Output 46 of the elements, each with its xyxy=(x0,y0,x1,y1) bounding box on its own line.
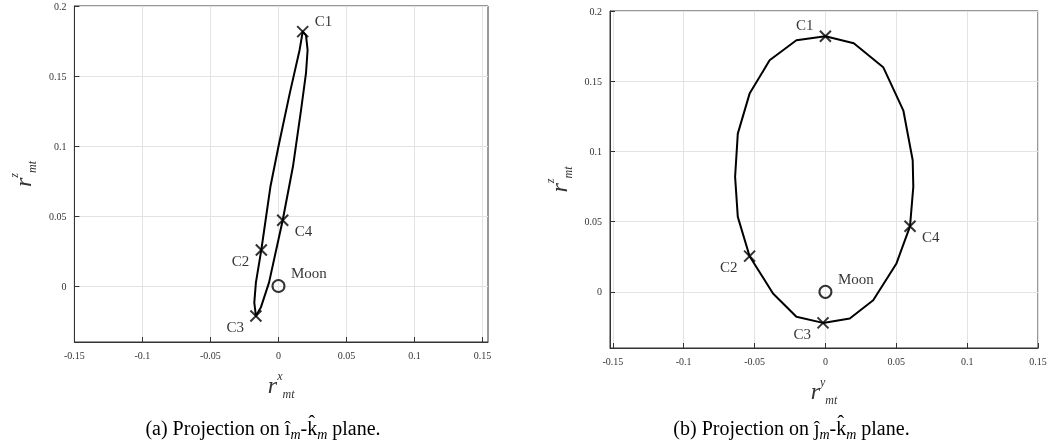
y-tick-label: 0.2 xyxy=(589,5,602,17)
x-tick-label: -0.15 xyxy=(63,349,85,361)
x-tick-label: 0.15 xyxy=(473,349,492,361)
x-tick-label: -0.15 xyxy=(602,355,624,367)
y-tick-label: 0.15 xyxy=(584,75,602,87)
data-label: C1 xyxy=(314,12,333,29)
y-axis-title: rzmt xyxy=(7,160,39,188)
point xyxy=(276,213,290,227)
y-tick-label: 0.05 xyxy=(48,210,67,222)
y-tick-label: 0 xyxy=(597,286,602,298)
data-label: C4 xyxy=(922,229,941,246)
data-label: Moon xyxy=(290,265,328,281)
data-label: C3 xyxy=(793,325,812,342)
x-tick-label: -0.1 xyxy=(134,349,151,361)
point xyxy=(254,243,268,257)
x-tick-label: -0.1 xyxy=(675,355,692,367)
y-tick-label: 0.15 xyxy=(48,70,67,82)
x-tick-label: 0.05 xyxy=(337,349,356,361)
x-tick-label: 0.1 xyxy=(408,349,421,361)
data-label: C2 xyxy=(231,253,250,270)
y-tick-label: 0.05 xyxy=(584,216,602,228)
data-label: C4 xyxy=(294,223,313,240)
point xyxy=(816,316,830,330)
y-tick-label: 0.1 xyxy=(53,140,67,152)
data-label: C1 xyxy=(795,17,814,34)
x-tick-label: 0.1 xyxy=(960,355,974,367)
point xyxy=(249,309,263,323)
point xyxy=(903,219,917,233)
y-tick-label: 0 xyxy=(61,280,67,292)
data-label: C3 xyxy=(226,318,244,335)
point xyxy=(818,29,832,43)
point xyxy=(271,279,286,293)
point xyxy=(818,284,833,299)
data-label: Moon xyxy=(837,270,875,287)
x-tick-label: -0.05 xyxy=(200,349,221,361)
y-axis-title: rzmt xyxy=(542,165,575,193)
y-tick-label: 0.1 xyxy=(589,145,602,157)
point xyxy=(296,25,310,39)
x-tick-label: -0.05 xyxy=(744,355,765,367)
data-label: C2 xyxy=(720,259,738,276)
x-tick-label: 0 xyxy=(822,355,828,367)
x-tick-label: 0 xyxy=(275,349,281,361)
y-tick-label: 0.2 xyxy=(53,0,67,12)
x-tick-label: 0.05 xyxy=(887,355,906,367)
point xyxy=(743,249,757,263)
x-tick-label: 0.15 xyxy=(1029,355,1047,367)
